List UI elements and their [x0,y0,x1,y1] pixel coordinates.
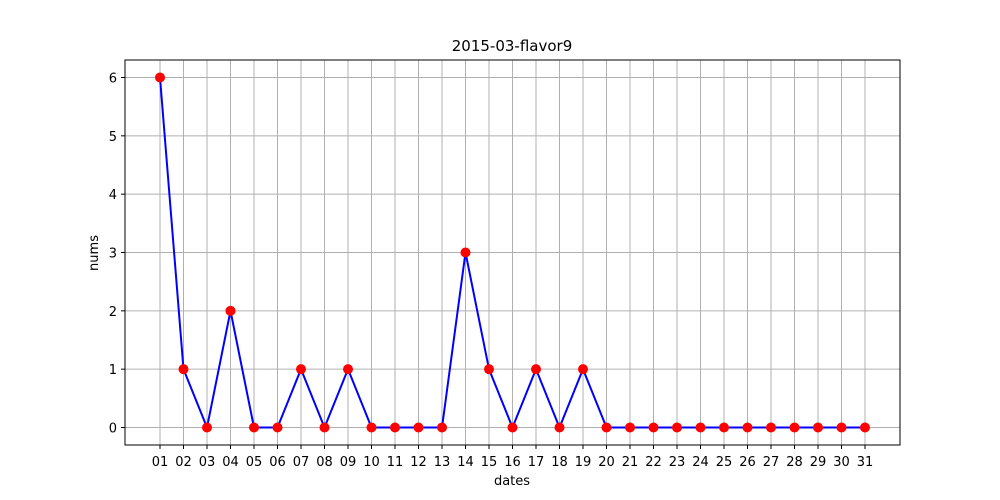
data-point [202,422,212,433]
data-point [178,364,189,375]
x-tick-label: 25 [716,455,733,470]
x-tick-label: 03 [199,455,216,470]
y-axis-title: nums [87,235,102,271]
data-point [742,422,753,433]
data-point [625,422,635,433]
x-tick-label: 07 [293,455,310,470]
y-tick-label: 2 [109,305,117,320]
x-tick-label: 08 [316,455,333,470]
data-point [789,422,800,433]
axis-layer: 01 02 03 04 05 06 07 08 09 10 11 12 13 14 15 16 17 18 19 20… [109,72,874,471]
data-point [460,247,471,258]
data-point [695,422,706,433]
data-point [272,422,283,433]
y-tick-label: 6 [109,72,117,87]
x-tick-label: 27 [763,455,780,470]
series-layer [155,72,870,433]
x-tick-label: 10 [363,455,380,470]
x-tick-label: 15 [481,455,498,470]
data-point [578,364,588,375]
data-point [860,422,870,433]
data-point [813,422,823,433]
data-point [601,422,612,433]
data-point [766,422,776,433]
data-point [249,422,259,433]
y-tick-label: 4 [109,188,117,203]
x-tick-label: 30 [833,455,850,470]
data-point [155,72,165,83]
x-tick-label: 20 [598,455,615,470]
data-point [390,422,400,433]
x-tick-label: 11 [387,455,404,470]
x-tick-label: 04 [222,455,239,470]
x-tick-label: 09 [340,455,357,470]
x-tick-label: 21 [622,455,639,470]
data-point [648,422,659,433]
data-point [343,364,353,375]
y-tick-label: 0 [109,422,117,437]
data-point [413,422,424,433]
x-tick-label: 05 [246,455,263,470]
data-point [554,422,565,433]
data-point [507,422,518,433]
x-tick-label: 31 [857,455,874,470]
x-tick-label: 28 [786,455,803,470]
data-point [437,422,447,433]
x-axis-title: dates [494,474,530,489]
data-point [319,422,330,433]
y-tick-label: 1 [109,363,117,378]
data-point [672,422,682,433]
data-point [531,364,541,375]
data-point [836,422,847,433]
x-tick-label: 23 [669,455,686,470]
data-point [296,364,306,375]
x-tick-label: 02 [175,455,192,470]
chart-title: 2015-03-flavor9 [452,37,573,55]
x-tick-label: 22 [645,455,662,470]
data-point [484,364,494,375]
x-tick-label: 01 [152,455,169,470]
data-point [225,305,236,316]
x-tick-label: 29 [810,455,827,470]
x-tick-label: 16 [504,455,521,470]
x-tick-label: 18 [551,455,568,470]
x-tick-label: 26 [739,455,756,470]
x-tick-label: 17 [528,455,545,470]
y-tick-label: 5 [109,130,117,145]
x-tick-label: 06 [269,455,286,470]
data-point [719,422,729,433]
data-point [366,422,377,433]
x-tick-label: 14 [457,455,474,470]
x-tick-label: 12 [410,455,427,470]
y-tick-label: 3 [109,247,117,262]
x-tick-label: 13 [434,455,451,470]
x-tick-label: 19 [575,455,592,470]
x-tick-label: 24 [692,455,709,470]
